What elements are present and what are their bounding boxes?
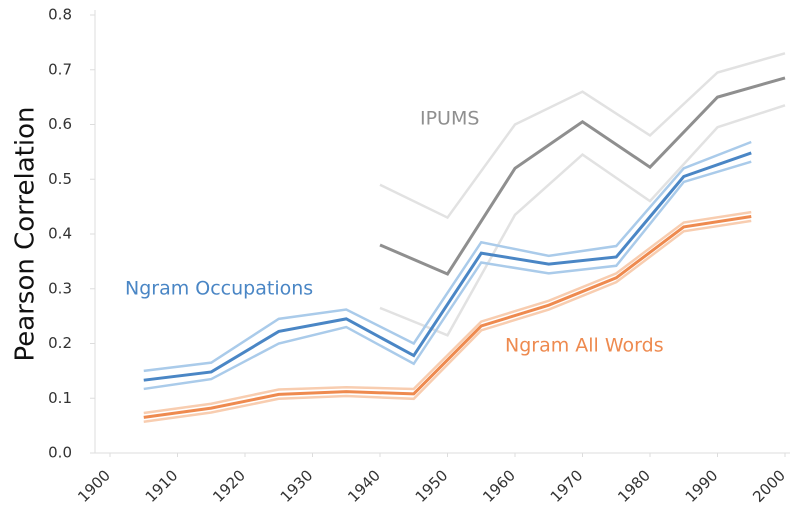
- series-label: Ngram Occupations: [125, 277, 313, 299]
- y-tick-label: 0.8: [48, 6, 72, 24]
- line: [143, 214, 752, 419]
- x-tick-label: 1970: [547, 466, 587, 506]
- y-axis-label: Pearson Correlation: [11, 107, 41, 362]
- y-tick-label: 0.2: [48, 334, 72, 352]
- x-tick-label: 2000: [749, 466, 789, 506]
- x-tick-label: 1910: [142, 466, 182, 506]
- x-tick-label: 1940: [344, 466, 384, 506]
- y-tick-label: 0.3: [48, 279, 72, 297]
- line: [143, 151, 752, 382]
- x-tick-label: 1960: [479, 466, 519, 506]
- y-tick-label: 0.1: [48, 389, 72, 407]
- y-tick-label: 0.4: [48, 225, 72, 243]
- band-line: [379, 52, 786, 220]
- series-label: Ngram All Words: [505, 335, 664, 357]
- band-line: [143, 160, 752, 391]
- x-tick-label: 1950: [412, 466, 452, 506]
- x-tick-label: 1900: [74, 466, 114, 506]
- y-tick-label: 0.5: [48, 170, 72, 188]
- band-line: [143, 140, 752, 373]
- x-tick-label: 1990: [682, 466, 722, 506]
- x-tick-label: 1980: [614, 466, 654, 506]
- line: [379, 76, 786, 276]
- x-tick-label: 1930: [277, 466, 317, 506]
- band-line: [379, 104, 786, 337]
- y-tick-label: 0.6: [48, 115, 72, 133]
- band-line: [143, 210, 752, 415]
- series-label: IPUMS: [420, 108, 479, 130]
- band-line: [143, 219, 752, 424]
- y-tick-label: 0.7: [48, 60, 72, 78]
- y-tick-label: 0.0: [48, 444, 72, 462]
- x-tick-label: 1920: [209, 466, 249, 506]
